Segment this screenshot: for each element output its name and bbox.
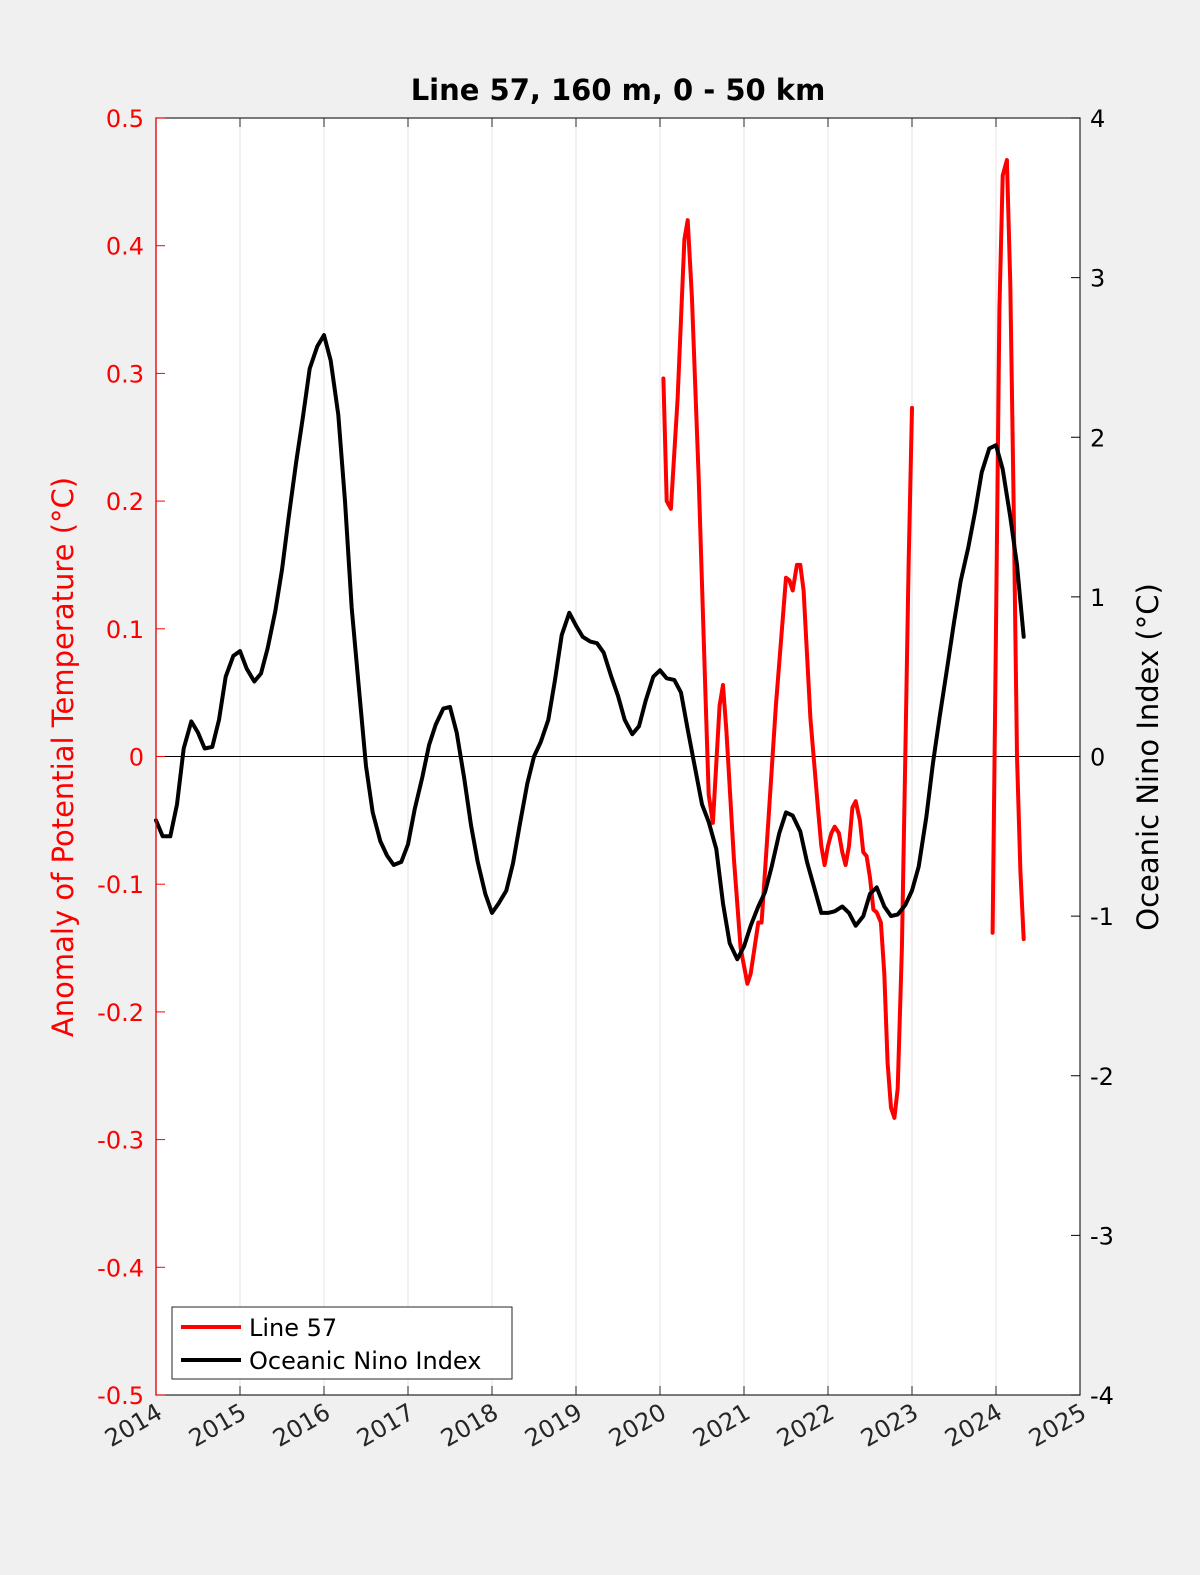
y-right-tick-label: -3 [1090, 1222, 1114, 1250]
legend-label-line-57: Line 57 [249, 1314, 337, 1342]
y-left-tick-label: -0.2 [97, 999, 144, 1027]
y-left-tick-label: 0 [129, 744, 144, 772]
y-left-tick-label: 0.5 [106, 105, 144, 133]
y-right-tick-label: 1 [1090, 584, 1105, 612]
y-left-tick-label: 0.4 [106, 233, 144, 261]
series-line-line-57-segment-2 [990, 158, 1026, 942]
y-left-tick-label: 0.2 [106, 488, 144, 516]
y-right-tick-label: 2 [1090, 424, 1105, 452]
y-left-tick-label: 0.1 [106, 616, 144, 644]
series-line-oceanic-nino-index [154, 333, 1026, 962]
legend-box [171, 1306, 513, 1380]
y-right-tick-label: -1 [1090, 903, 1114, 931]
y-left-tick-label: -0.3 [97, 1127, 144, 1155]
y-right-tick-label: 4 [1090, 105, 1105, 133]
y-right-tick-label: 0 [1090, 744, 1105, 772]
legend-label-oceanic-nino-index: Oceanic Nino Index [249, 1347, 481, 1375]
y-left-tick-label: -0.5 [97, 1382, 144, 1410]
series-layer [154, 158, 1026, 1120]
series-line-line-57-segment-1 [661, 218, 914, 1120]
chart-title: Line 57, 160 m, 0 - 50 km [411, 73, 826, 107]
legend: Line 57 Oceanic Nino Index [171, 1306, 513, 1380]
y-axis-left-label: Anomaly of Potential Temperature (°C) [46, 477, 80, 1037]
y-left-tick-label: -0.4 [97, 1254, 144, 1282]
y-right-tick-label: -4 [1090, 1382, 1114, 1410]
y-right-tick-label: -2 [1090, 1063, 1114, 1091]
y-right-tick-label: 3 [1090, 265, 1105, 293]
y-left-tick-label: 0.3 [106, 360, 144, 388]
y-axis-right-label: Oceanic Nino Index (°C) [1131, 583, 1165, 931]
y-left-tick-label: -0.1 [97, 871, 144, 899]
